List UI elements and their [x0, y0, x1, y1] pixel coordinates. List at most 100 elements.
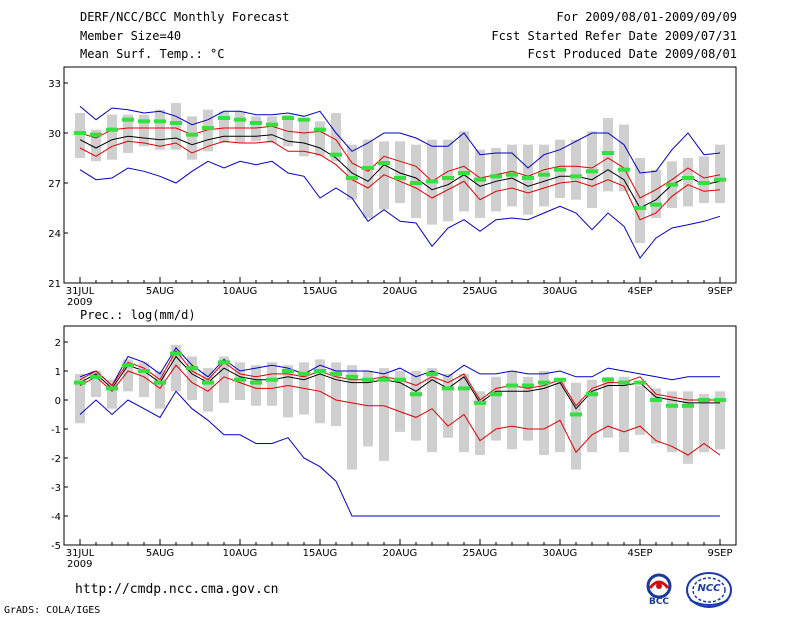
- observed-marker: [666, 182, 678, 187]
- url-text[interactable]: http://cmdp.ncc.cma.gov.cn: [75, 582, 279, 597]
- observed-marker: [218, 116, 230, 120]
- spread-box: [683, 391, 693, 464]
- max-line: [79, 346, 720, 387]
- spread-box: [347, 144, 357, 200]
- spread-box: [219, 111, 229, 143]
- ncc-logo: NCC: [684, 570, 734, 610]
- observed-marker: [538, 380, 550, 385]
- spread-box: [635, 158, 645, 243]
- chart-title: DERF/NCC/BCC Monthly Forecast: [80, 10, 290, 24]
- ncc-logo-text: NCC: [697, 583, 721, 594]
- observed-marker: [410, 392, 422, 397]
- y-tick-label: 2: [55, 338, 61, 349]
- grads-credit: GrADS: COLA/IGES: [4, 605, 101, 616]
- spread-box: [587, 379, 597, 453]
- chart-panel-temp: 21 24 27 30 33 31JUL 5AUG 10AUG 15AUG 20AUG 25AUG 3…: [48, 66, 737, 308]
- bcc-logo-text: BCC: [648, 597, 670, 607]
- x-tick-label: 30AUG: [543, 286, 578, 297]
- observed-marker: [506, 383, 518, 388]
- observed-marker: [682, 176, 694, 180]
- observed-marker: [586, 169, 598, 174]
- observed-marker: [570, 412, 582, 417]
- observed-marker: [714, 398, 726, 402]
- observed-marker: [330, 152, 342, 157]
- observed-marker: [522, 176, 534, 180]
- x-tick-label: 25AUG: [463, 548, 498, 559]
- observed-marker: [74, 131, 86, 135]
- observed-marker: [346, 176, 358, 180]
- y-tick-label: 0: [55, 396, 61, 407]
- observed-marker: [202, 126, 214, 130]
- observed-marker: [474, 400, 486, 405]
- observed-marker: [234, 377, 246, 382]
- spread-box: [507, 371, 517, 450]
- spread-box: [187, 116, 197, 160]
- observed-marker: [490, 174, 502, 179]
- observed-marker: [314, 369, 326, 373]
- observed-marker: [618, 380, 630, 385]
- lower-line: [79, 364, 721, 456]
- observed-marker: [394, 377, 406, 382]
- x-tick-label: 9SEP: [707, 548, 732, 559]
- max-line: [79, 105, 721, 174]
- spread-box: [555, 379, 565, 453]
- spread-box: [427, 368, 437, 453]
- observed-marker: [554, 377, 566, 382]
- observed-marker: [346, 374, 358, 379]
- observed-marker: [282, 369, 294, 373]
- observed-marker: [714, 177, 726, 182]
- lower-line: [79, 140, 721, 221]
- observed-marker: [106, 127, 118, 132]
- spread-box: [75, 113, 85, 158]
- spread-box: [603, 376, 613, 438]
- observed-marker: [122, 363, 134, 368]
- spread-box: [363, 139, 373, 218]
- observed-marker: [218, 360, 230, 365]
- observed-marker: [522, 383, 534, 388]
- observed-marker: [394, 176, 406, 180]
- min-line: [79, 390, 720, 517]
- spread-box: [619, 376, 629, 453]
- observed-marker: [474, 177, 486, 182]
- observed-marker: [442, 176, 454, 180]
- observed-marker: [106, 386, 118, 391]
- spread-box: [315, 121, 325, 157]
- observed-marker: [490, 392, 502, 397]
- x-tick-label: 15AUG: [303, 548, 338, 559]
- spread-box: [571, 139, 581, 200]
- spread-box: [395, 141, 405, 203]
- observed-marker: [170, 351, 182, 356]
- observed-marker: [74, 380, 86, 385]
- y-tick-label: 1: [55, 367, 61, 378]
- x-tick-label: 20AUG: [383, 286, 418, 297]
- spread-box: [203, 368, 213, 412]
- spread-box: [443, 139, 453, 222]
- spread-box: [91, 129, 101, 162]
- x-tick-label: 30AUG: [543, 548, 578, 559]
- observed-marker: [698, 398, 710, 402]
- observed-marker: [426, 179, 438, 184]
- spread-box: [155, 109, 165, 150]
- spread-box: [203, 109, 213, 152]
- y-tick-label: 21: [48, 279, 61, 290]
- x-tick-label: 5AUG: [146, 286, 174, 297]
- x-tick-label: 25AUG: [463, 286, 498, 297]
- spread-box: [411, 371, 421, 441]
- observed-marker: [458, 386, 470, 391]
- observed-marker: [602, 151, 614, 155]
- spread-box: [475, 149, 485, 218]
- spread-box: [715, 391, 725, 450]
- observed-marker: [618, 167, 630, 172]
- observed-marker: [378, 161, 390, 165]
- observed-marker: [554, 167, 566, 172]
- spread-box: [299, 119, 309, 157]
- spread-box: [667, 391, 677, 453]
- spread-box: [219, 356, 229, 403]
- y-tick-label: 27: [48, 179, 61, 190]
- x-year-label: 2009: [67, 559, 92, 570]
- mean-line: [79, 134, 721, 209]
- observed-marker: [538, 172, 550, 177]
- x-tick-label: 20AUG: [383, 548, 418, 559]
- spread-box: [251, 365, 261, 406]
